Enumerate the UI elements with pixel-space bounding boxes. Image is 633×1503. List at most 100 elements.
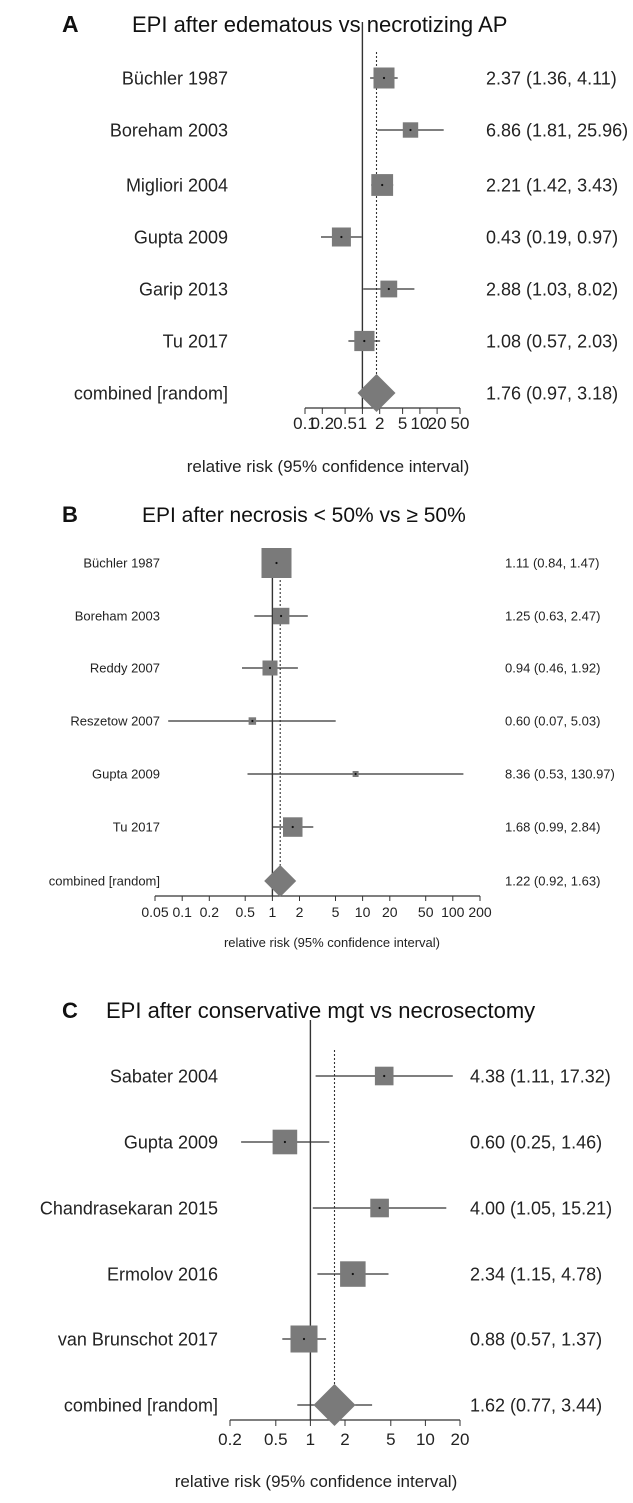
x-tick-label: 1 xyxy=(306,1430,315,1449)
study-label: Gupta 2009 xyxy=(134,227,228,247)
combined-diamond xyxy=(357,374,396,412)
x-tick-label: 20 xyxy=(451,1430,470,1449)
point-estimate xyxy=(351,1272,354,1276)
study-label: Boreham 2003 xyxy=(75,609,160,624)
x-tick-label: 50 xyxy=(451,414,470,433)
point-estimate xyxy=(275,561,278,565)
study-label: Sabater 2004 xyxy=(110,1066,218,1086)
study-label: Migliori 2004 xyxy=(126,175,228,195)
forest-plot-b: B EPI after necrosis < 50% vs ≥ 50% 0.05 0.… xyxy=(0,495,633,970)
x-axis-title: relative risk (95% confidence interval) xyxy=(175,1472,458,1491)
study-value: 0.94 (0.46, 1.92) xyxy=(505,661,600,676)
point-estimate xyxy=(251,719,254,723)
study-value: 1.08 (0.57, 2.03) xyxy=(486,331,618,351)
forest-plot-c: C EPI after conservative mgt vs necrosect… xyxy=(0,980,633,1503)
x-tick-label: 0.5 xyxy=(235,904,255,920)
x-tick-label: 0.1 xyxy=(172,904,192,920)
x-tick-label: 5 xyxy=(332,904,340,920)
x-tick-label: 1 xyxy=(358,414,367,433)
point-estimate xyxy=(302,1337,306,1341)
x-tick-label: 0.1 xyxy=(293,414,317,433)
panel-title: EPI after conservative mgt vs necrosecto… xyxy=(106,998,535,1023)
panel-title: EPI after necrosis < 50% vs ≥ 50% xyxy=(142,504,466,527)
study-label: Tu 2017 xyxy=(113,820,160,835)
x-tick-label: 0.2 xyxy=(218,1430,242,1449)
study-value: 6.86 (1.81, 25.96) xyxy=(486,120,628,140)
point-estimate xyxy=(354,772,357,776)
x-tick-label: 10 xyxy=(416,1430,435,1449)
combined-diamond xyxy=(313,1384,356,1426)
study-value: 1.68 (0.99, 2.84) xyxy=(505,820,600,835)
forest-plot-a-svg: A EPI after edematous vs necrotizing AP 0.… xyxy=(62,11,628,476)
forest-plot-a: A EPI after edematous vs necrotizing AP 0.… xyxy=(0,0,633,490)
panel-title: EPI after edematous vs necrotizing AP xyxy=(132,12,507,37)
combined-value: 1.62 (0.77, 3.44) xyxy=(470,1395,602,1415)
point-estimate xyxy=(283,1140,286,1144)
point-estimate xyxy=(382,76,386,80)
combined-label: combined [random] xyxy=(64,1395,218,1415)
study-value: 0.60 (0.25, 1.46) xyxy=(470,1132,602,1152)
study-label: Ermolov 2016 xyxy=(107,1264,218,1284)
study-value: 4.38 (1.11, 17.32) xyxy=(470,1066,611,1086)
x-tick-label: 0.05 xyxy=(141,904,168,920)
study-value: 0.88 (0.57, 1.37) xyxy=(470,1329,602,1349)
point-estimate xyxy=(409,128,412,132)
study-label: Büchler 1987 xyxy=(122,68,228,88)
study-value: 2.34 (1.15, 4.78) xyxy=(470,1264,602,1284)
study-label: Chandrasekaran 2015 xyxy=(40,1198,218,1218)
study-value: 1.11 (0.84, 1.47) xyxy=(505,556,599,571)
study-value: 1.25 (0.63, 2.47) xyxy=(505,609,600,624)
x-tick-label: 10 xyxy=(355,904,371,920)
study-label: Gupta 2009 xyxy=(92,767,160,782)
x-tick-label: 5 xyxy=(386,1430,395,1449)
x-tick-label: 20 xyxy=(428,414,447,433)
forest-plot-b-svg: B EPI after necrosis < 50% vs ≥ 50%0.05 0.… xyxy=(49,502,615,950)
x-tick-label: 2 xyxy=(340,1430,349,1449)
x-axis-title: relative risk (95% confidence interval) xyxy=(224,935,440,950)
study-label: Gupta 2009 xyxy=(124,1132,218,1152)
x-tick-label: 1 xyxy=(269,904,277,920)
x-tick-label: 0.5 xyxy=(333,414,357,433)
study-value: 2.88 (1.03, 8.02) xyxy=(486,279,618,299)
combined-label: combined [random] xyxy=(49,874,160,889)
x-tick-label: 5 xyxy=(398,414,407,433)
point-estimate xyxy=(387,287,390,291)
point-estimate xyxy=(363,339,366,343)
point-estimate xyxy=(340,235,343,239)
forest-plot-c-svg: C EPI after conservative mgt vs necrosect… xyxy=(40,998,612,1491)
x-axis-title: relative risk (95% confidence interval) xyxy=(187,457,470,476)
point-estimate xyxy=(381,183,384,187)
x-tick-label: 2 xyxy=(375,414,384,433)
study-label: Reszetow 2007 xyxy=(70,714,160,729)
study-value: 0.60 (0.07, 5.03) xyxy=(505,714,600,729)
study-value: 2.37 (1.36, 4.11) xyxy=(486,68,617,88)
study-value: 0.43 (0.19, 0.97) xyxy=(486,227,618,247)
study-value: 2.21 (1.42, 3.43) xyxy=(486,175,618,195)
point-estimate xyxy=(383,1074,386,1078)
x-tick-label: 0.2 xyxy=(200,904,220,920)
study-label: Büchler 1987 xyxy=(83,556,160,571)
combined-value: 1.22 (0.92, 1.63) xyxy=(505,874,600,889)
study-label: Tu 2017 xyxy=(163,331,228,351)
panel-label: C xyxy=(62,998,78,1023)
panel-label: B xyxy=(62,502,78,527)
combined-label: combined [random] xyxy=(74,383,228,403)
study-value: 8.36 (0.53, 130.97) xyxy=(505,767,615,782)
panel-label: A xyxy=(62,11,79,37)
x-tick-label: 50 xyxy=(418,904,434,920)
x-tick-label: 10 xyxy=(410,414,429,433)
x-tick-label: 100 xyxy=(441,904,465,920)
combined-diamond xyxy=(264,865,297,897)
x-tick-label: 20 xyxy=(382,904,398,920)
x-tick-label: 0.2 xyxy=(310,414,334,433)
combined-value: 1.76 (0.97, 3.18) xyxy=(486,383,618,403)
study-label: van Brunschot 2017 xyxy=(58,1329,218,1349)
point-estimate xyxy=(291,825,294,829)
x-tick-label: 200 xyxy=(468,904,492,920)
x-tick-label: 2 xyxy=(296,904,304,920)
point-estimate xyxy=(268,666,272,670)
study-label: Garip 2013 xyxy=(139,279,228,299)
study-label: Reddy 2007 xyxy=(90,661,160,676)
study-value: 4.00 (1.05, 15.21) xyxy=(470,1198,612,1218)
study-label: Boreham 2003 xyxy=(110,120,228,140)
